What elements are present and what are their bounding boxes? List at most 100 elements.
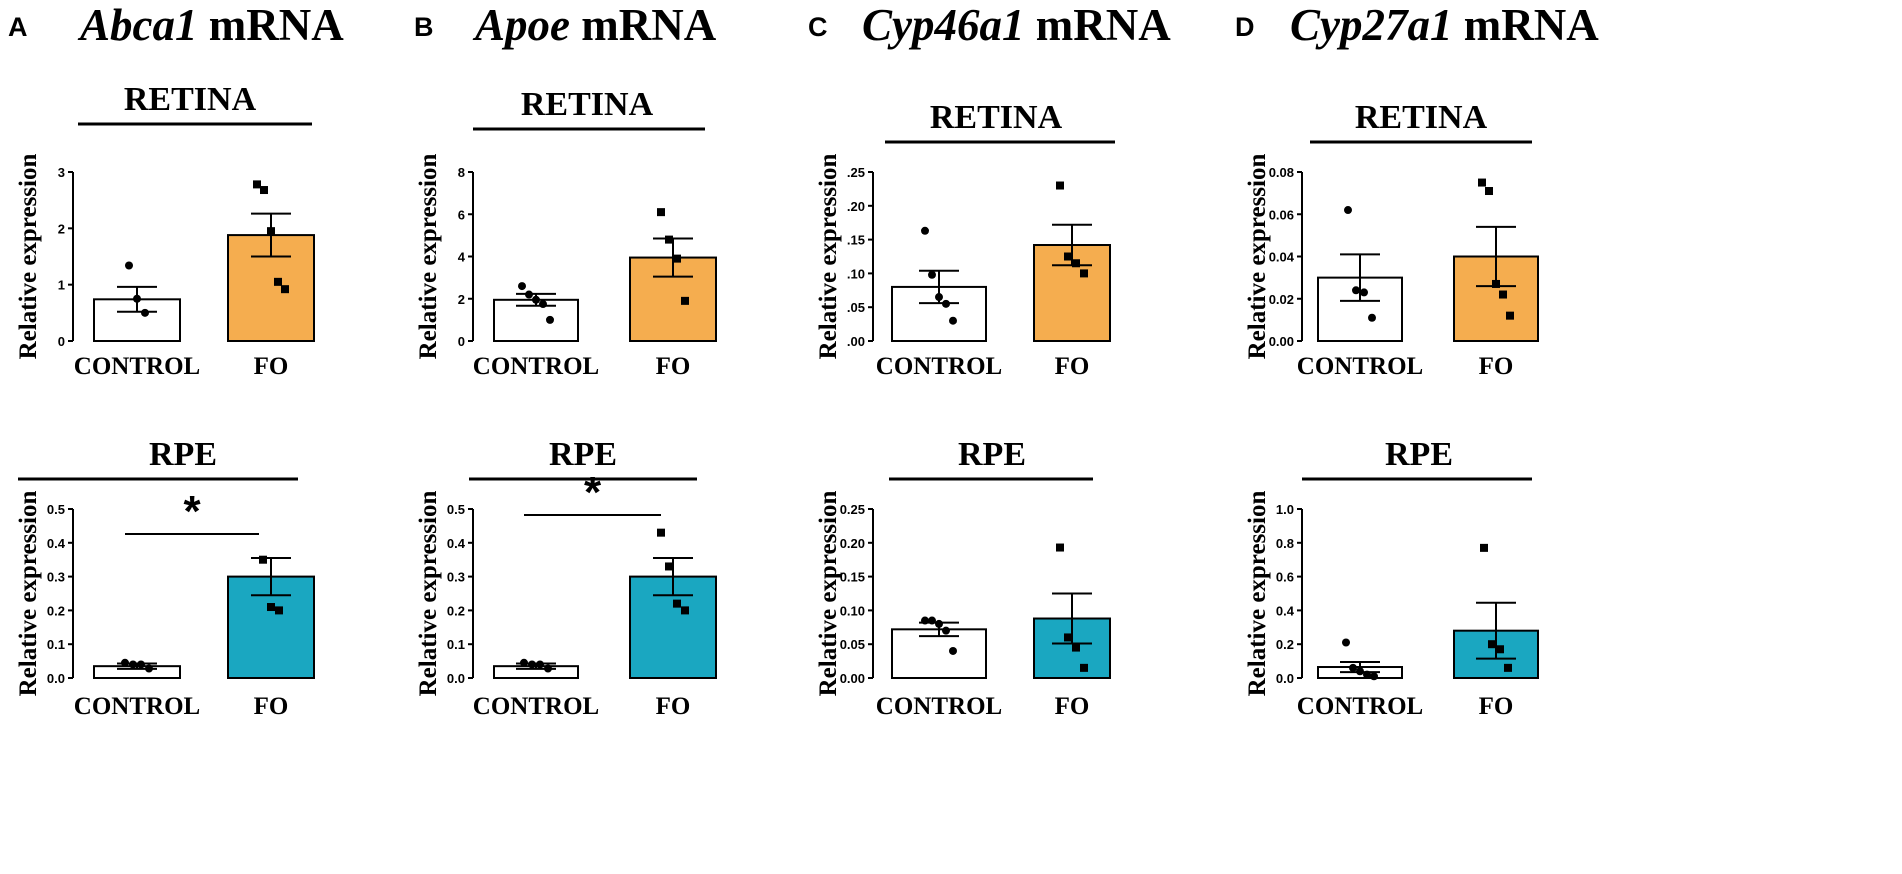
y-axis-label: Relative expression [1244,491,1271,697]
data-point-control [518,282,526,291]
data-point-control [1356,667,1364,676]
y-tick-label: 0.20 [840,536,865,551]
y-tick-label: 0.15 [840,570,865,585]
gene-suffix: mRNA [198,0,345,50]
x-category-label: FO [656,353,691,380]
gene-name: Apoe [472,0,570,50]
gene-title-C: Cyp46a1 mRNA [862,0,1171,50]
x-category-label: FO [254,693,289,720]
data-point-control [1349,663,1357,672]
data-point-control [1368,313,1376,322]
data-point-control [546,315,554,324]
gene-suffix: mRNA [1453,0,1600,50]
data-point-fo [1485,187,1493,196]
x-category-label: FO [1055,693,1090,720]
data-point-control [942,626,950,635]
panel-letter-C: C [808,12,828,42]
x-category-label: CONTROL [876,353,1002,380]
y-tick-label: 0.04 [1269,250,1295,265]
y-tick-label: 8 [458,165,465,180]
y-tick-label: 0.5 [47,502,65,517]
significance-marker: * [584,468,602,517]
gene-name: Cyp46a1 [862,0,1025,50]
y-tick-label: .25 [847,165,865,180]
data-point-fo [1056,181,1064,190]
data-point-control [141,308,149,317]
data-point-control [145,664,153,673]
y-axis-label: Relative expression [415,154,442,360]
y-tick-label: 6 [458,207,465,222]
y-tick-label: 0.05 [840,637,865,652]
y-axis-label: Relative expression [1244,154,1271,360]
data-point-fo [267,603,275,612]
y-tick-label: 0.8 [1276,536,1294,551]
data-point-control [921,616,929,625]
gene-title-D: Cyp27a1 mRNA [1290,0,1599,50]
data-point-control [1342,638,1350,647]
data-point-fo [1072,643,1080,652]
y-tick-label: 0.00 [840,671,865,686]
data-point-control [536,660,544,669]
tissue-title: RETINA [124,81,257,118]
y-tick-label: 0.06 [1269,207,1294,222]
data-point-control [539,300,547,309]
panel-letter-B: B [414,12,434,42]
data-point-control [1360,288,1368,297]
y-tick-label: 0.0 [447,671,465,686]
data-point-fo [681,606,689,615]
data-point-fo [1504,663,1512,672]
data-point-fo [657,528,665,537]
y-tick-label: 0.3 [47,570,65,585]
data-point-control [125,261,133,270]
y-tick-label: 0.4 [47,536,66,551]
x-category-label: FO [1479,693,1514,720]
x-category-label: CONTROL [74,353,200,380]
y-tick-label: 0 [458,334,465,349]
y-tick-label: 0 [58,334,65,349]
x-category-label: CONTROL [1297,353,1423,380]
y-axis-label: Relative expression [415,491,442,697]
tissue-title: RETINA [930,99,1063,136]
y-tick-label: 0.1 [47,637,65,652]
y-tick-label: 1.0 [1276,502,1294,517]
data-point-fo [665,235,673,244]
data-point-control [525,290,533,299]
data-point-control [1370,672,1378,681]
panel-letter-A: A [8,12,28,42]
x-category-label: FO [656,693,691,720]
data-point-control [1363,670,1371,679]
data-point-fo [681,296,689,305]
x-category-label: CONTROL [473,693,599,720]
data-point-control [1344,206,1352,215]
data-point-fo [673,254,681,263]
data-point-fo [253,180,261,189]
y-tick-label: 0.08 [1269,165,1294,180]
data-point-fo [1499,290,1507,299]
y-tick-label: 0.6 [1276,570,1294,585]
data-point-fo [1064,252,1072,261]
y-tick-label: 2 [58,221,65,236]
y-tick-label: 0.2 [1276,637,1294,652]
y-axis-label: Relative expression [815,154,842,360]
data-point-fo [1478,178,1486,187]
data-point-fo [1080,663,1088,672]
y-axis-label: Relative expression [15,154,42,360]
data-point-control [129,660,137,669]
x-category-label: CONTROL [876,693,1002,720]
x-category-label: FO [1055,353,1090,380]
x-category-label: FO [254,353,289,380]
bar-control [891,628,987,680]
y-tick-label: .15 [847,233,865,248]
gene-suffix: mRNA [570,0,717,50]
data-point-fo [1480,543,1488,552]
gene-title-A: Abca1 mRNA [77,0,344,50]
data-point-fo [1492,279,1500,288]
data-point-fo [275,606,283,615]
data-point-fo [673,599,681,608]
data-point-control [528,660,536,669]
tissue-title: RPE [549,436,617,473]
panel-letter-D: D [1235,12,1255,42]
y-tick-label: 0.4 [1276,603,1295,618]
data-point-fo [260,186,268,195]
significance-marker: * [183,487,201,536]
